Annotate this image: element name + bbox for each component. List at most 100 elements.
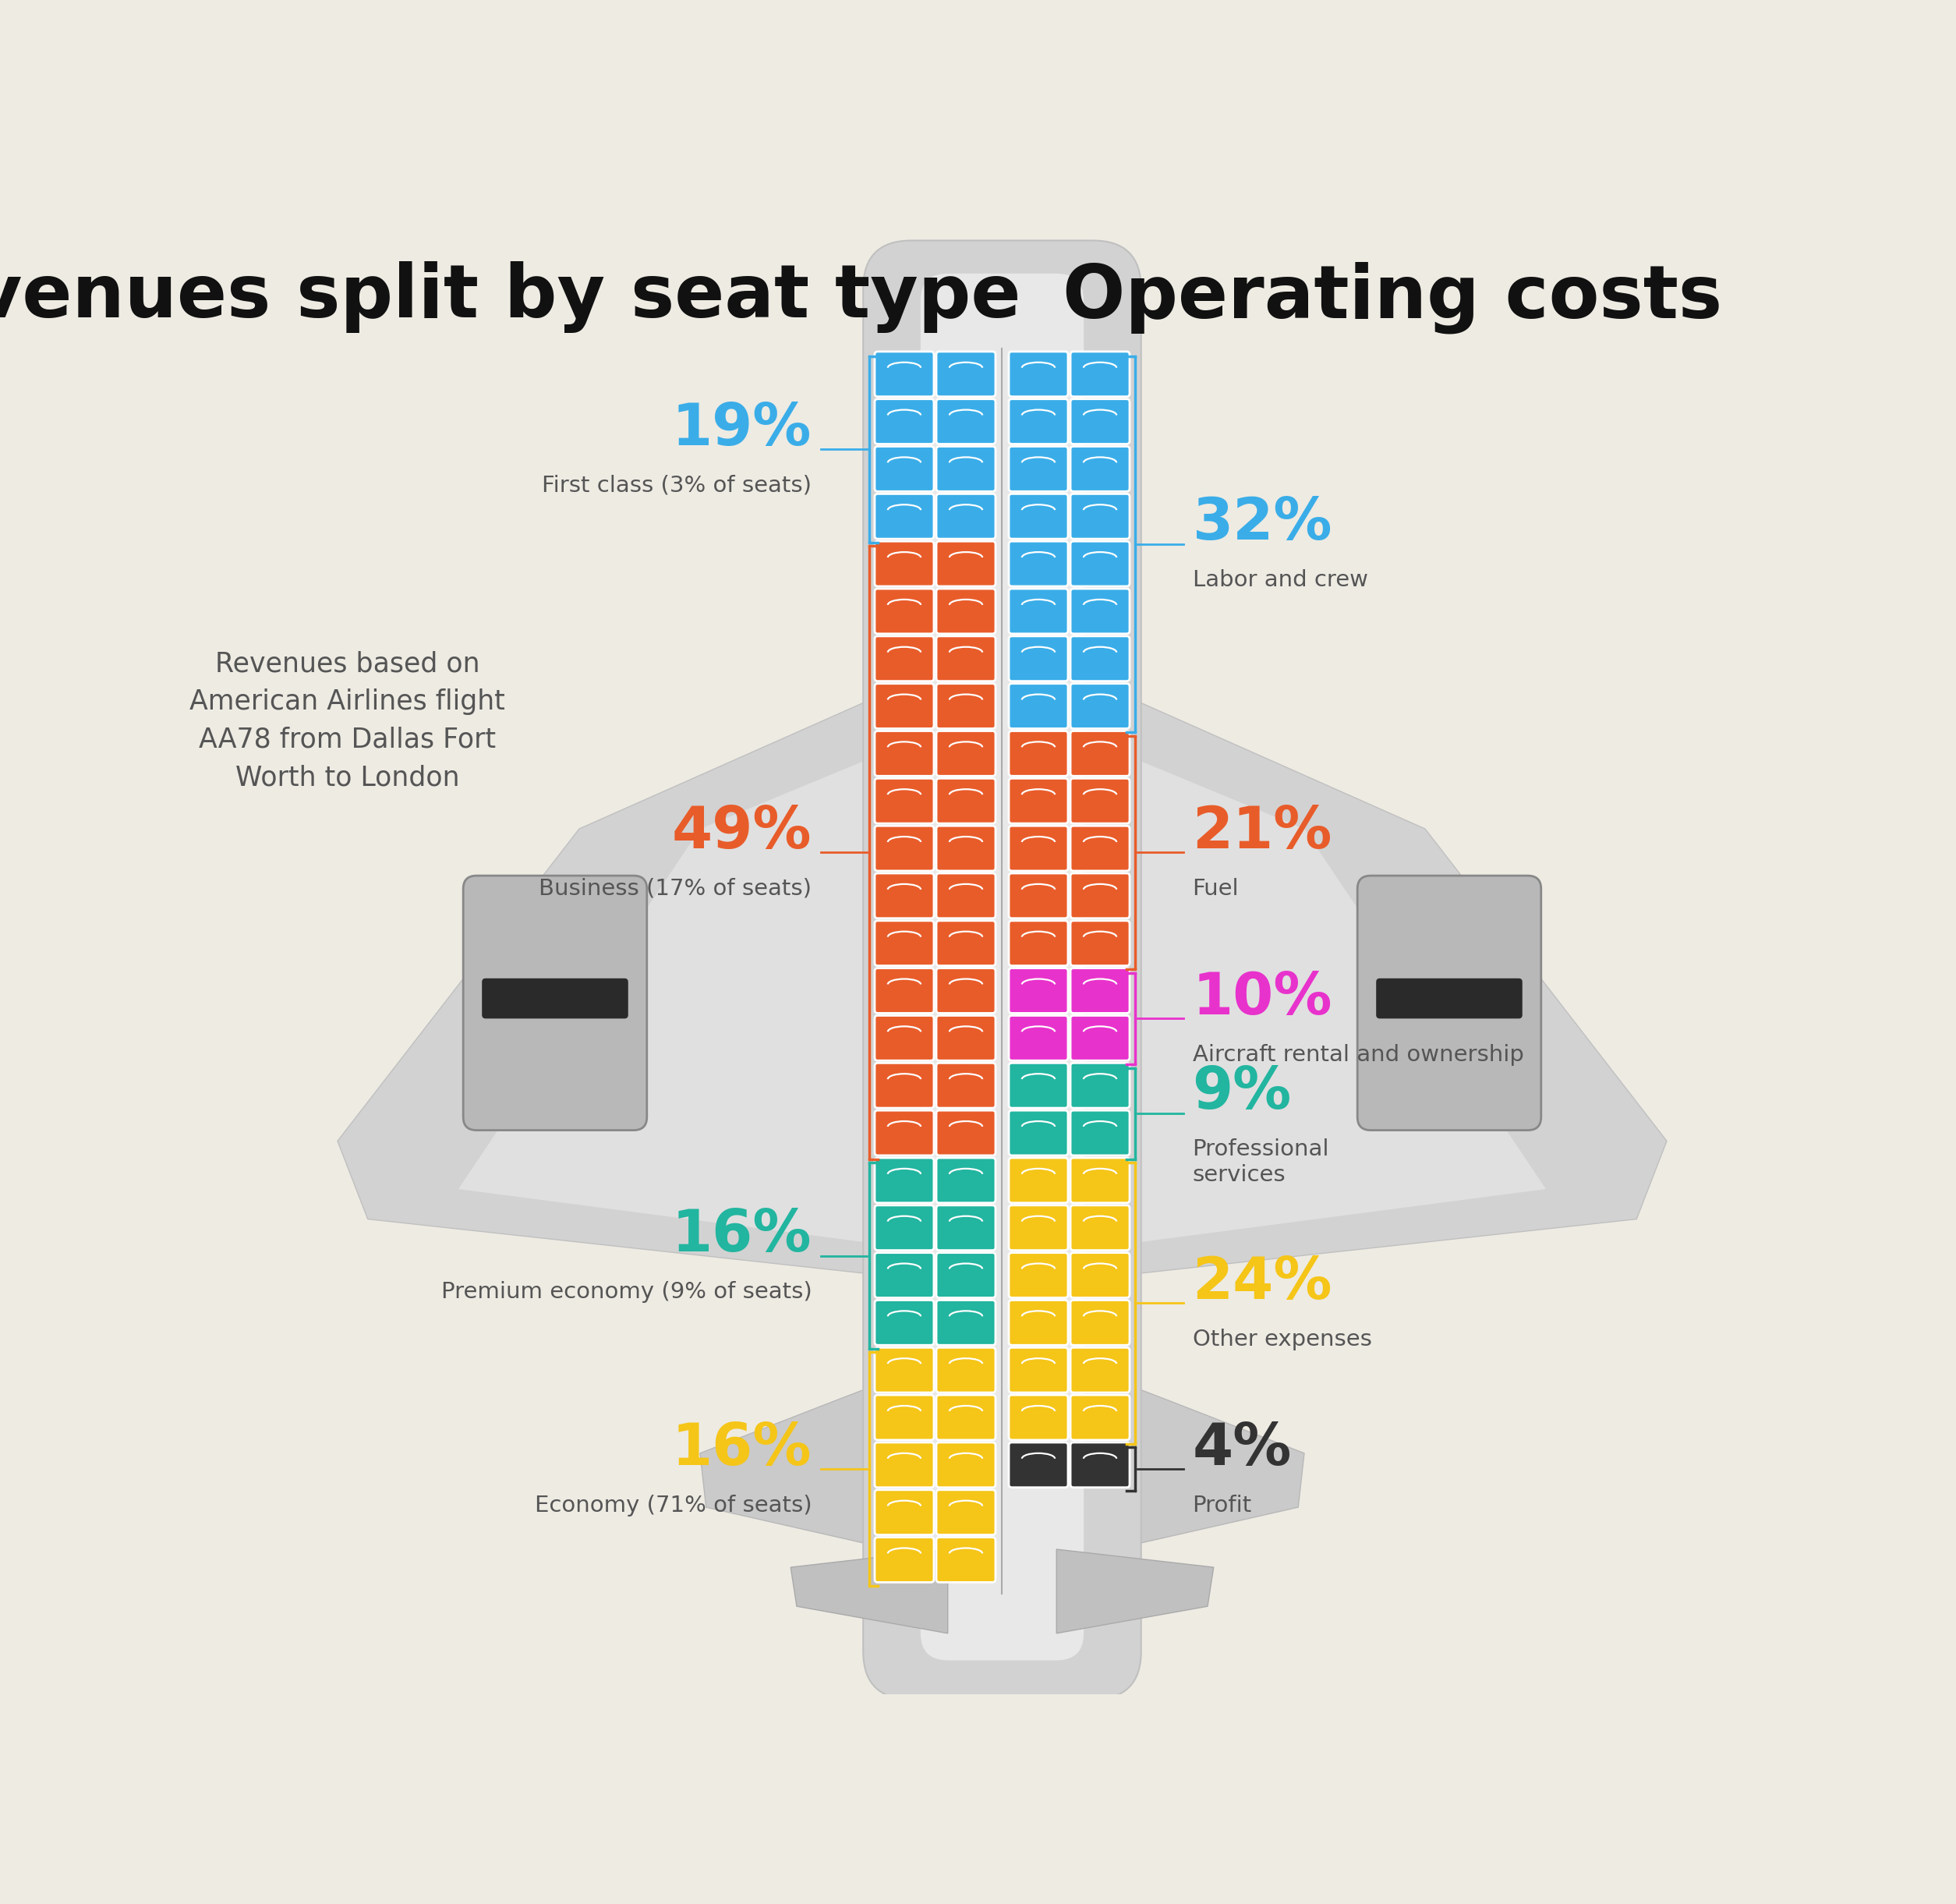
FancyBboxPatch shape: [874, 779, 933, 823]
FancyBboxPatch shape: [937, 1396, 996, 1439]
Text: 4%: 4%: [1193, 1420, 1291, 1478]
FancyBboxPatch shape: [874, 588, 933, 634]
Text: Business (17% of seats): Business (17% of seats): [540, 878, 812, 899]
FancyBboxPatch shape: [1070, 1062, 1131, 1108]
Text: Operating costs: Operating costs: [1062, 261, 1723, 333]
FancyBboxPatch shape: [937, 588, 996, 634]
FancyBboxPatch shape: [874, 1158, 933, 1203]
Polygon shape: [790, 1550, 949, 1634]
FancyBboxPatch shape: [1070, 1205, 1131, 1251]
FancyBboxPatch shape: [874, 874, 933, 918]
FancyBboxPatch shape: [874, 400, 933, 444]
FancyBboxPatch shape: [874, 1537, 933, 1582]
FancyBboxPatch shape: [1070, 1348, 1131, 1392]
Text: Revenues based on
American Airlines flight
AA78 from Dallas Fort
Worth to London: Revenues based on American Airlines flig…: [190, 651, 505, 792]
FancyBboxPatch shape: [1009, 446, 1068, 491]
Polygon shape: [1056, 1550, 1213, 1634]
Polygon shape: [1088, 678, 1667, 1279]
Text: Other expenses: Other expenses: [1193, 1329, 1371, 1350]
FancyBboxPatch shape: [1070, 1253, 1131, 1299]
FancyBboxPatch shape: [1009, 1110, 1068, 1156]
FancyBboxPatch shape: [1009, 731, 1068, 777]
FancyBboxPatch shape: [937, 1537, 996, 1582]
FancyBboxPatch shape: [874, 1062, 933, 1108]
FancyBboxPatch shape: [874, 1489, 933, 1535]
FancyBboxPatch shape: [1070, 1443, 1131, 1487]
Text: Revenues split by seat type: Revenues split by seat type: [0, 261, 1021, 333]
FancyBboxPatch shape: [1070, 1396, 1131, 1439]
Text: 21%: 21%: [1193, 803, 1332, 861]
FancyBboxPatch shape: [1070, 731, 1131, 777]
FancyBboxPatch shape: [1009, 1348, 1068, 1392]
FancyBboxPatch shape: [1070, 541, 1131, 586]
Text: Fuel: Fuel: [1193, 878, 1238, 899]
FancyBboxPatch shape: [937, 1015, 996, 1061]
FancyBboxPatch shape: [937, 541, 996, 586]
FancyBboxPatch shape: [874, 684, 933, 729]
FancyBboxPatch shape: [921, 274, 1084, 1660]
FancyBboxPatch shape: [937, 1158, 996, 1203]
FancyBboxPatch shape: [1009, 1443, 1068, 1487]
FancyBboxPatch shape: [1009, 684, 1068, 729]
FancyBboxPatch shape: [1009, 400, 1068, 444]
FancyBboxPatch shape: [874, 1253, 933, 1299]
FancyBboxPatch shape: [1070, 493, 1131, 539]
Polygon shape: [458, 739, 917, 1249]
FancyBboxPatch shape: [481, 979, 628, 1019]
Text: 32%: 32%: [1193, 495, 1332, 552]
Text: Profit: Profit: [1193, 1495, 1252, 1516]
Text: Aircraft rental and ownership: Aircraft rental and ownership: [1193, 1043, 1524, 1066]
FancyBboxPatch shape: [1009, 636, 1068, 682]
FancyBboxPatch shape: [874, 1348, 933, 1392]
FancyBboxPatch shape: [1070, 779, 1131, 823]
Text: First class (3% of seats): First class (3% of seats): [542, 474, 812, 497]
FancyBboxPatch shape: [874, 1443, 933, 1487]
FancyBboxPatch shape: [874, 1110, 933, 1156]
FancyBboxPatch shape: [937, 779, 996, 823]
FancyBboxPatch shape: [1070, 1158, 1131, 1203]
FancyBboxPatch shape: [464, 876, 647, 1131]
FancyBboxPatch shape: [937, 967, 996, 1013]
FancyBboxPatch shape: [874, 636, 933, 682]
FancyBboxPatch shape: [874, 1396, 933, 1439]
FancyBboxPatch shape: [1009, 967, 1068, 1013]
FancyBboxPatch shape: [1070, 588, 1131, 634]
FancyBboxPatch shape: [937, 446, 996, 491]
FancyBboxPatch shape: [874, 446, 933, 491]
FancyBboxPatch shape: [1009, 1062, 1068, 1108]
Text: Professional
services: Professional services: [1193, 1139, 1330, 1186]
FancyBboxPatch shape: [1070, 1300, 1131, 1344]
FancyBboxPatch shape: [1070, 1015, 1131, 1061]
FancyBboxPatch shape: [1070, 826, 1131, 870]
FancyBboxPatch shape: [1009, 1158, 1068, 1203]
Text: 9%: 9%: [1193, 1064, 1291, 1121]
FancyBboxPatch shape: [937, 684, 996, 729]
FancyBboxPatch shape: [874, 1015, 933, 1061]
FancyBboxPatch shape: [874, 1300, 933, 1344]
Text: 16%: 16%: [673, 1207, 812, 1264]
Text: 16%: 16%: [673, 1420, 812, 1478]
FancyBboxPatch shape: [937, 400, 996, 444]
FancyBboxPatch shape: [937, 826, 996, 870]
FancyBboxPatch shape: [874, 967, 933, 1013]
FancyBboxPatch shape: [874, 1205, 933, 1251]
FancyBboxPatch shape: [1009, 922, 1068, 965]
Text: 19%: 19%: [673, 400, 812, 457]
FancyBboxPatch shape: [1009, 352, 1068, 396]
Polygon shape: [1088, 1369, 1305, 1556]
FancyBboxPatch shape: [1009, 779, 1068, 823]
FancyBboxPatch shape: [1070, 874, 1131, 918]
FancyBboxPatch shape: [1009, 1205, 1068, 1251]
FancyBboxPatch shape: [1357, 876, 1541, 1131]
FancyBboxPatch shape: [937, 1205, 996, 1251]
FancyBboxPatch shape: [937, 1443, 996, 1487]
FancyBboxPatch shape: [937, 1110, 996, 1156]
FancyBboxPatch shape: [1070, 1110, 1131, 1156]
Polygon shape: [1088, 739, 1545, 1249]
FancyBboxPatch shape: [1009, 588, 1068, 634]
Text: 24%: 24%: [1193, 1255, 1332, 1312]
FancyBboxPatch shape: [874, 352, 933, 396]
FancyBboxPatch shape: [863, 240, 1140, 1700]
FancyBboxPatch shape: [937, 731, 996, 777]
FancyBboxPatch shape: [1009, 493, 1068, 539]
